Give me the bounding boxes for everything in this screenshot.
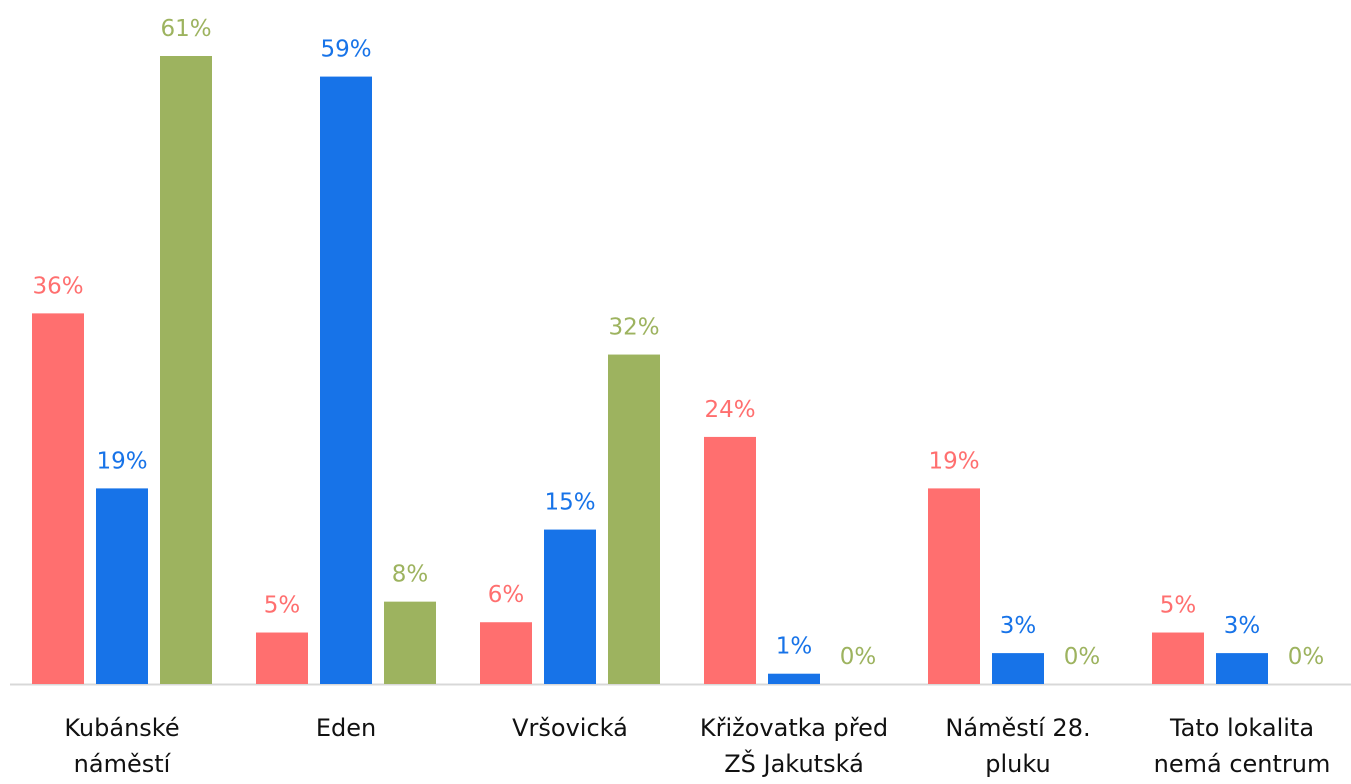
bar: [256, 632, 308, 684]
x-tick-label: Eden: [315, 714, 377, 742]
value-label: 19%: [96, 448, 147, 474]
value-label: 1%: [776, 634, 813, 660]
bar: [384, 601, 436, 684]
value-label: 3%: [1000, 613, 1037, 639]
value-label: 0%: [1064, 644, 1101, 670]
value-label: 5%: [264, 593, 301, 619]
bar: [96, 488, 148, 684]
bar: [480, 622, 532, 684]
value-label: 61%: [160, 16, 211, 42]
bar: [768, 673, 820, 684]
value-label: 5%: [1160, 593, 1197, 619]
bar: [704, 436, 756, 684]
value-label: 0%: [1288, 644, 1325, 670]
x-tick-label: Tato lokalita nemá centrum: [1153, 714, 1331, 778]
value-label: 0%: [840, 644, 877, 670]
value-label: 36%: [32, 273, 83, 299]
bar: [32, 313, 84, 684]
bar: [160, 56, 212, 684]
value-label: 3%: [1224, 613, 1261, 639]
value-label: 6%: [488, 582, 525, 608]
bar: [1216, 653, 1268, 684]
bar: [320, 76, 372, 685]
bar: [1152, 632, 1204, 684]
value-label: 19%: [928, 448, 979, 474]
value-label: 32%: [608, 315, 659, 341]
value-label: 15%: [544, 490, 595, 516]
bar: [992, 653, 1044, 684]
x-tick-label: Náměstí 28. pluku: [945, 714, 1091, 778]
x-tick-label: Kubánské náměstí: [64, 714, 180, 778]
bar: [544, 529, 596, 684]
bar: [608, 354, 660, 684]
x-tick-label: Vršovická: [512, 714, 628, 742]
value-label: 24%: [704, 397, 755, 423]
value-label: 59%: [320, 37, 371, 63]
value-label: 8%: [392, 562, 429, 588]
x-tick-label: Křižovatka před ZŠ Jakutská: [699, 714, 889, 778]
bar: [928, 488, 980, 684]
